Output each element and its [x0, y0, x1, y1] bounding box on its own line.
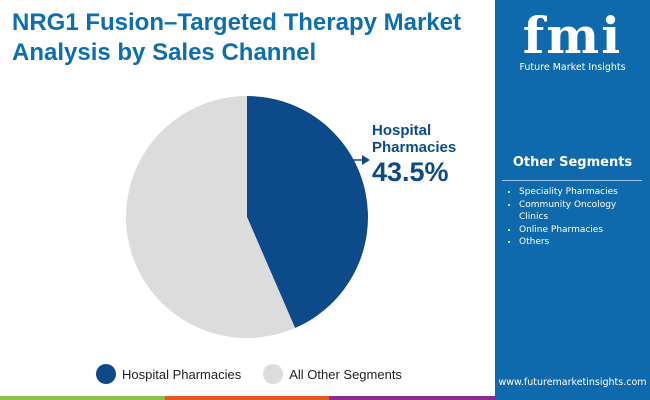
pie-slice-all-other-segments	[126, 96, 296, 338]
legend-swatch-hospital	[96, 364, 116, 384]
other-segments-list: Speciality Pharmacies Community Oncology…	[505, 186, 644, 249]
divider	[502, 180, 642, 181]
callout-value: 43.5%	[372, 157, 449, 187]
page-title: NRG1 Fusion–Targeted Therapy Market Anal…	[12, 9, 461, 66]
callout-arrow-icon	[350, 155, 370, 165]
fmi-logo: fmi Future Market Insights	[495, 8, 650, 74]
footer-bar-orange	[165, 396, 329, 400]
list-item: Speciality Pharmacies	[519, 186, 644, 199]
pie-slice-hospital-pharmacies	[247, 96, 368, 329]
list-item: Community Oncology Clinics	[519, 199, 644, 224]
logo-text: Future Market Insights	[519, 62, 626, 73]
website-link[interactable]: www.futuremarketinsights.com	[498, 377, 647, 388]
footer-bar-green	[0, 396, 165, 400]
legend-swatch-other	[263, 364, 284, 384]
sidebar: fmi Future Market Insights Other Segment…	[495, 0, 650, 400]
list-item: Online Pharmacies	[519, 224, 644, 237]
footer-bar-purple	[329, 396, 495, 400]
legend: Hospital Pharmacies All Other Segments	[96, 364, 402, 384]
other-segments-title: Other Segments	[512, 155, 633, 170]
list-item: Others	[519, 236, 644, 249]
callout-name: Hospital Pharmacies	[372, 122, 457, 156]
legend-label-other: All Other Segments	[289, 366, 402, 382]
legend-label-hospital: Hospital Pharmacies	[122, 366, 242, 382]
callout-label: Hospital Pharmacies 43.5%	[372, 122, 467, 188]
